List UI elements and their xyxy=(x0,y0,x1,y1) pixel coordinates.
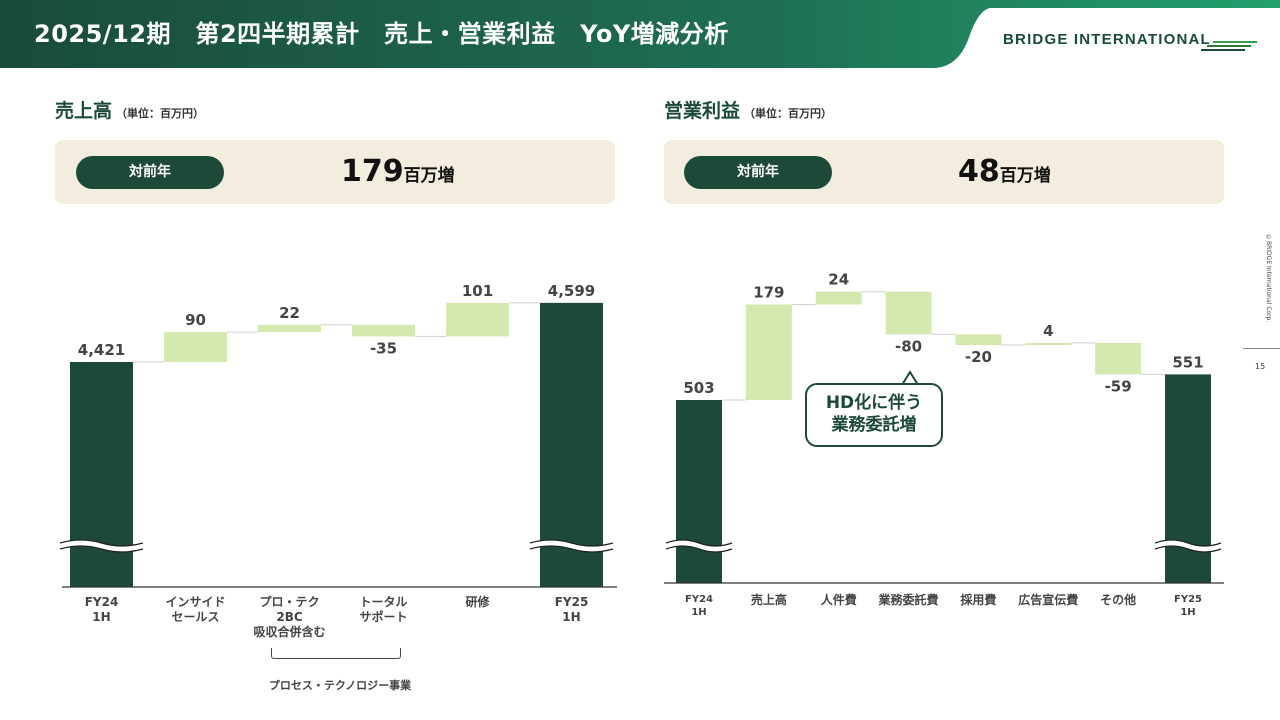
profit-category-label: 売上高 xyxy=(750,593,787,607)
profit-break-line xyxy=(665,539,733,547)
sales-category-label: FY24 1H xyxy=(84,595,119,624)
sales-bar xyxy=(258,324,321,333)
copyright-text: ©BRIDGE International Corp. xyxy=(1265,234,1272,323)
sales-category-label: トータル サポート xyxy=(359,595,408,624)
profit-yoy-value: 48百万増 xyxy=(958,154,1051,189)
sales-title: 売上高 xyxy=(55,100,113,122)
company-logo: BRIDGE INTERNATIONAL xyxy=(1003,29,1257,51)
profit-category-label: 業務委託費 xyxy=(878,593,939,607)
page-number: 15 xyxy=(1255,362,1266,371)
sales-data-label: 4,421 xyxy=(78,341,125,359)
profit-bar xyxy=(1025,342,1072,346)
callout-box xyxy=(805,383,943,447)
sales-break-line xyxy=(529,539,614,547)
profit-category-label: その他 xyxy=(1100,593,1137,607)
profit-bar xyxy=(1095,342,1142,375)
sales-axis-break xyxy=(62,540,141,552)
page-title: 2025/12期 第2四半期累計 売上・営業利益 YoY増減分析 xyxy=(34,20,729,48)
sales-category-label: プロ・テク 2BC 吸収合併含む xyxy=(253,595,326,639)
profit-data-label: 551 xyxy=(1172,353,1203,371)
profit-section-title: 営業利益 （単位：百万円） xyxy=(664,96,832,123)
header-bar: 2025/12期 第2四半期累計 売上・営業利益 YoY増減分析 BRIDGE … xyxy=(0,0,1280,68)
profit-data-label: 24 xyxy=(828,271,849,289)
profit-title: 営業利益 xyxy=(664,100,741,122)
profit-yoy-number: 48 xyxy=(958,154,1000,189)
profit-break-line xyxy=(1154,545,1222,553)
callout-line2: 業務委託増 xyxy=(831,415,917,435)
sales-section-title: 売上高 （単位：百万円） xyxy=(55,96,204,123)
segment-bracket xyxy=(271,648,401,659)
profit-bar xyxy=(955,334,1002,346)
profit-data-label: 4 xyxy=(1043,322,1053,340)
sales-data-label: 22 xyxy=(279,304,300,322)
callout-text: HD化に伴う 業務委託増 xyxy=(805,392,943,436)
profit-data-label: -20 xyxy=(965,348,992,366)
sales-axis-break xyxy=(532,540,611,552)
sales-break-line xyxy=(59,545,144,553)
profit-yoy-pill: 対前年 xyxy=(684,156,832,189)
sales-data-label: -35 xyxy=(370,339,397,357)
profit-break-line xyxy=(665,545,733,553)
sales-category-label: FY25 1H xyxy=(554,595,589,624)
sales-break-line xyxy=(529,545,614,553)
profit-category-label: 広告宣伝費 xyxy=(1018,593,1079,607)
header-background xyxy=(0,0,1280,68)
sales-bar xyxy=(352,324,415,337)
sales-yoy-suffix: 百万増 xyxy=(403,166,455,186)
segment-label: プロセス・テクノロジー事業 xyxy=(268,679,412,692)
profit-category-label: 人件費 xyxy=(820,593,857,607)
profit-data-label: -59 xyxy=(1105,377,1132,395)
profit-data-label: 503 xyxy=(683,379,714,397)
sales-data-label: 4,599 xyxy=(548,282,595,300)
sales-data-label: 90 xyxy=(185,311,206,329)
profit-data-label: -80 xyxy=(895,337,922,355)
sales-break-line xyxy=(59,539,144,547)
profit-axis-break xyxy=(1157,540,1219,552)
sales-yoy-pill: 対前年 xyxy=(76,156,224,189)
profit-bar xyxy=(815,291,862,305)
profit-bar xyxy=(885,291,932,335)
profit-bar xyxy=(676,400,722,583)
profit-category-label: FY25 1H xyxy=(1174,594,1202,618)
profit-category-label: 採用費 xyxy=(960,593,997,607)
sales-yoy-number: 179 xyxy=(341,154,404,189)
sales-category-label: 研修 xyxy=(465,595,490,609)
sales-yoy-value: 179百万増 xyxy=(341,154,455,189)
sales-bar xyxy=(446,302,509,337)
sales-category-label: インサイド セールス xyxy=(165,595,226,624)
profit-data-label: 179 xyxy=(753,284,784,302)
sales-bar xyxy=(164,332,227,362)
callout-line1: HD化に伴う xyxy=(825,393,923,413)
logo-stripes-icon xyxy=(1201,41,1257,51)
side-divider xyxy=(1243,348,1280,349)
logo-text: BRIDGE INTERNATIONAL xyxy=(1003,31,1211,48)
profit-axis-break xyxy=(668,540,730,552)
sales-bar xyxy=(70,362,133,587)
profit-unit: （単位：百万円） xyxy=(744,107,833,120)
sales-unit: （単位：百万円） xyxy=(116,107,205,120)
profit-yoy-suffix: 百万増 xyxy=(999,166,1051,186)
profit-break-line xyxy=(1154,539,1222,547)
profit-bar xyxy=(745,304,792,400)
sales-data-label: 101 xyxy=(462,282,493,300)
profit-category-label: FY24 1H xyxy=(685,594,713,618)
